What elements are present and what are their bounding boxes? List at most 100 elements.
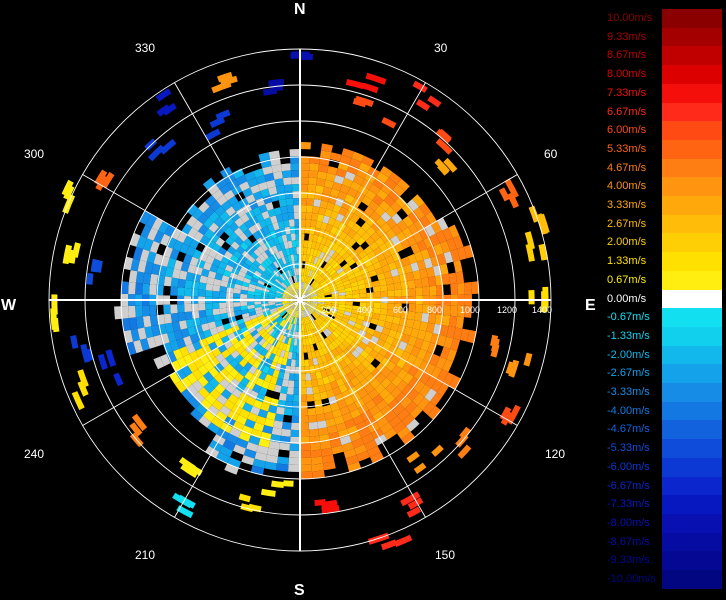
velocity-cell (272, 354, 280, 363)
velocity-cell (198, 364, 209, 376)
velocity-cell (300, 289, 303, 297)
velocity-cell (423, 331, 433, 343)
velocity-cell (283, 241, 289, 250)
velocity-cell (236, 345, 245, 355)
velocity-cell (360, 349, 370, 359)
velocity-cell (261, 251, 269, 260)
velocity-cell (377, 272, 386, 281)
velocity-cell (440, 346, 451, 360)
velocity-cell (181, 223, 193, 235)
velocity-cell (282, 293, 290, 297)
velocity-cell (360, 211, 371, 222)
velocity-cell (414, 312, 423, 322)
velocity-cell (417, 259, 427, 271)
velocity-cell (155, 88, 172, 102)
velocity-cell (225, 206, 236, 217)
velocity-cell (331, 251, 339, 260)
velocity-cell (263, 333, 271, 341)
velocity-cell (431, 379, 443, 393)
velocity-cell (290, 436, 300, 444)
velocity-cell (404, 343, 414, 354)
velocity-cell (325, 367, 333, 377)
velocity-cell (285, 198, 294, 206)
velocity-cell (276, 289, 284, 294)
velocity-cell (343, 448, 357, 459)
velocity-cell (321, 284, 329, 289)
velocity-cell (310, 293, 318, 297)
velocity-cell (378, 278, 387, 286)
velocity-cell (209, 388, 221, 400)
velocity-cell (324, 296, 332, 300)
velocity-cell (252, 320, 261, 327)
velocity-cell (233, 293, 241, 298)
velocity-cell (457, 305, 465, 318)
velocity-cell (227, 259, 236, 268)
velocity-cell (313, 283, 320, 289)
velocity-cell (365, 216, 376, 227)
velocity-cell (144, 138, 157, 151)
velocity-cell (246, 441, 259, 452)
velocity-cell (385, 315, 394, 323)
velocity-cell (309, 226, 316, 235)
velocity-cell (383, 393, 396, 405)
velocity-cell (417, 397, 430, 411)
velocity-cell (456, 246, 467, 261)
velocity-cell (177, 278, 186, 288)
velocity-cell (355, 217, 366, 228)
velocity-cell (372, 261, 382, 270)
bearing-spoke (174, 82, 301, 301)
velocity-cell (191, 310, 200, 319)
velocity-cell (347, 353, 357, 362)
legend-entry: 5.33m/s (606, 139, 726, 159)
velocity-cell (294, 317, 298, 325)
velocity-cell (356, 354, 366, 364)
velocity-cell (435, 138, 453, 155)
legend-entry: -5.33m/s (606, 439, 726, 459)
legend-swatch (662, 102, 722, 122)
velocity-cell (282, 296, 290, 299)
velocity-cell (229, 368, 239, 379)
legend-swatch (662, 457, 722, 477)
velocity-cell (396, 358, 407, 369)
velocity-cell (214, 205, 226, 217)
velocity-cell (380, 302, 388, 310)
legend-entry: -7.33m/s (606, 495, 726, 515)
velocity-cell (244, 333, 253, 342)
velocity-cell (288, 464, 300, 473)
velocity-cell (313, 335, 319, 344)
bearing-30-label: 30 (434, 41, 448, 55)
velocity-cell (335, 314, 343, 321)
velocity-cell (413, 219, 425, 232)
legend-label: 0.67m/s (607, 273, 647, 286)
velocity-cell (380, 422, 393, 434)
velocity-cell (227, 393, 239, 405)
velocity-cell (372, 307, 381, 315)
velocity-cell (336, 282, 344, 288)
velocity-cell (264, 249, 272, 258)
legend-label: 0.00m/s (607, 292, 647, 305)
velocity-cell (248, 435, 261, 446)
velocity-cell (203, 382, 215, 394)
velocity-cell (490, 334, 499, 347)
velocity-cell (301, 310, 304, 318)
velocity-cell (260, 243, 269, 252)
velocity-cell (442, 227, 453, 241)
velocity-cell (283, 480, 294, 487)
velocity-cell (403, 264, 413, 274)
velocity-cell (366, 226, 376, 237)
velocity-cell (273, 207, 282, 216)
velocity-cell (315, 371, 323, 380)
velocity-cell (310, 322, 315, 330)
radial-velocity-field (50, 51, 550, 551)
velocity-cell (186, 215, 198, 228)
velocity-cell (292, 394, 300, 403)
velocity-cell (261, 380, 270, 390)
velocity-cell (281, 170, 292, 179)
velocity-cell (306, 308, 312, 315)
velocity-cell (169, 248, 180, 260)
velocity-cell (245, 344, 254, 354)
legend-entry: 8.00m/s (606, 65, 726, 85)
velocity-cell (177, 304, 185, 313)
velocity-cell (231, 388, 243, 399)
velocity-cell (252, 231, 261, 241)
